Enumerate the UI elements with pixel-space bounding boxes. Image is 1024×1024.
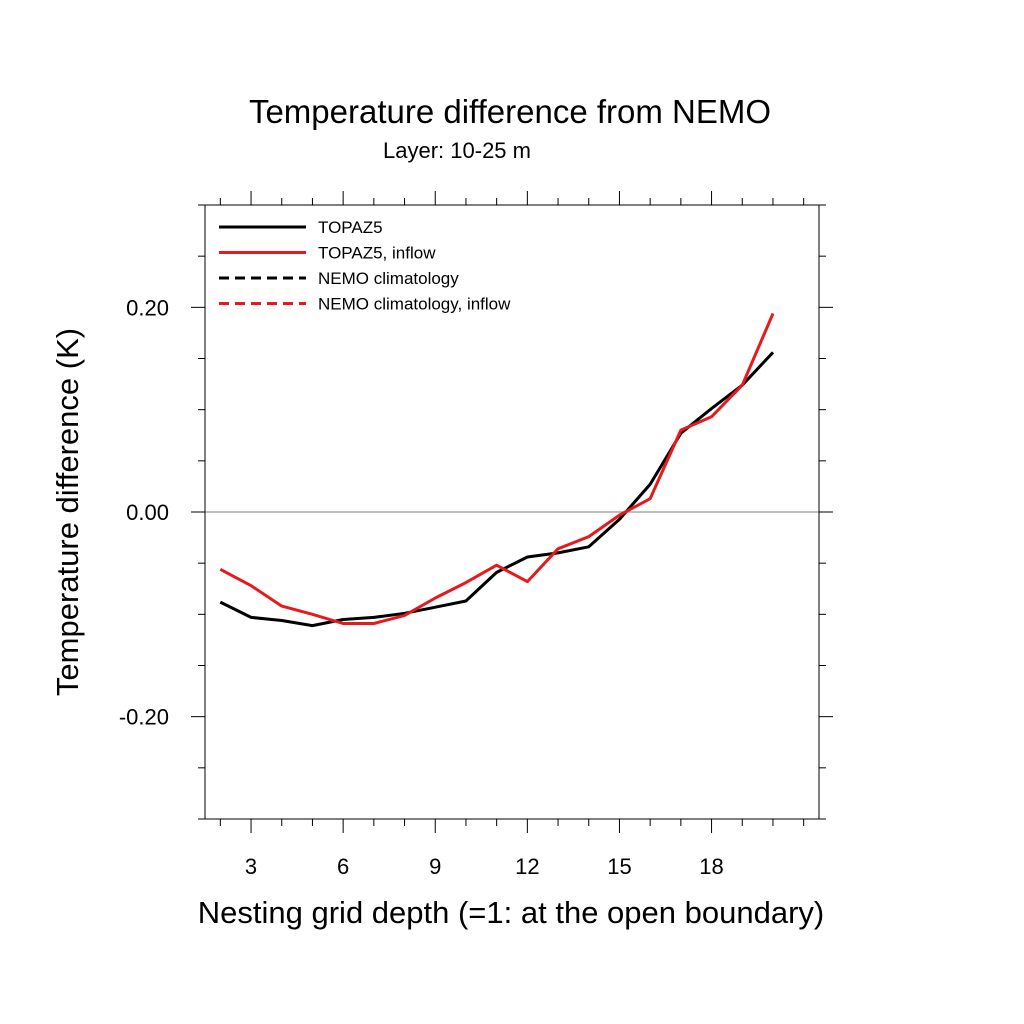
series-line-2 <box>219 312 775 625</box>
x-tick-label: 6 <box>337 854 349 879</box>
series-line-1 <box>219 351 775 628</box>
legend-label: NEMO climatology <box>318 269 459 288</box>
x-tick-label: 12 <box>515 854 539 879</box>
plot-area: 3 6 9 12 15 18 -0.20 0.00 0.20 <box>119 191 833 879</box>
legend-label: NEMO climatology, inflow <box>318 295 511 314</box>
chart-title: Temperature difference from NEMO <box>249 93 771 130</box>
x-tick-label: 3 <box>245 854 257 879</box>
legend-label: TOPAZ5, inflow <box>318 244 436 263</box>
legend-label: TOPAZ5 <box>318 218 383 237</box>
chart-subtitle: Layer: 10-25 m <box>383 138 531 163</box>
x-tick-label: 15 <box>607 854 631 879</box>
plot-frame <box>204 204 820 820</box>
y-tick-label: 0.00 <box>126 500 169 525</box>
y-tick-label: -0.20 <box>119 705 169 730</box>
y-axis-label: Temperature difference (K) <box>50 328 85 696</box>
legend: TOPAZ5 TOPAZ5, inflow NEMO climatology NEMO… <box>219 218 511 314</box>
x-tick-label: 9 <box>429 854 441 879</box>
x-axis-label: Nesting grid depth (=1: at the open boun… <box>198 895 824 930</box>
x-tick-label: 18 <box>699 854 723 879</box>
ticks-layer: 3 6 9 12 15 18 -0.20 0.00 0.20 <box>119 191 833 879</box>
y-tick-label: 0.20 <box>126 295 169 320</box>
series-layer <box>219 312 775 628</box>
